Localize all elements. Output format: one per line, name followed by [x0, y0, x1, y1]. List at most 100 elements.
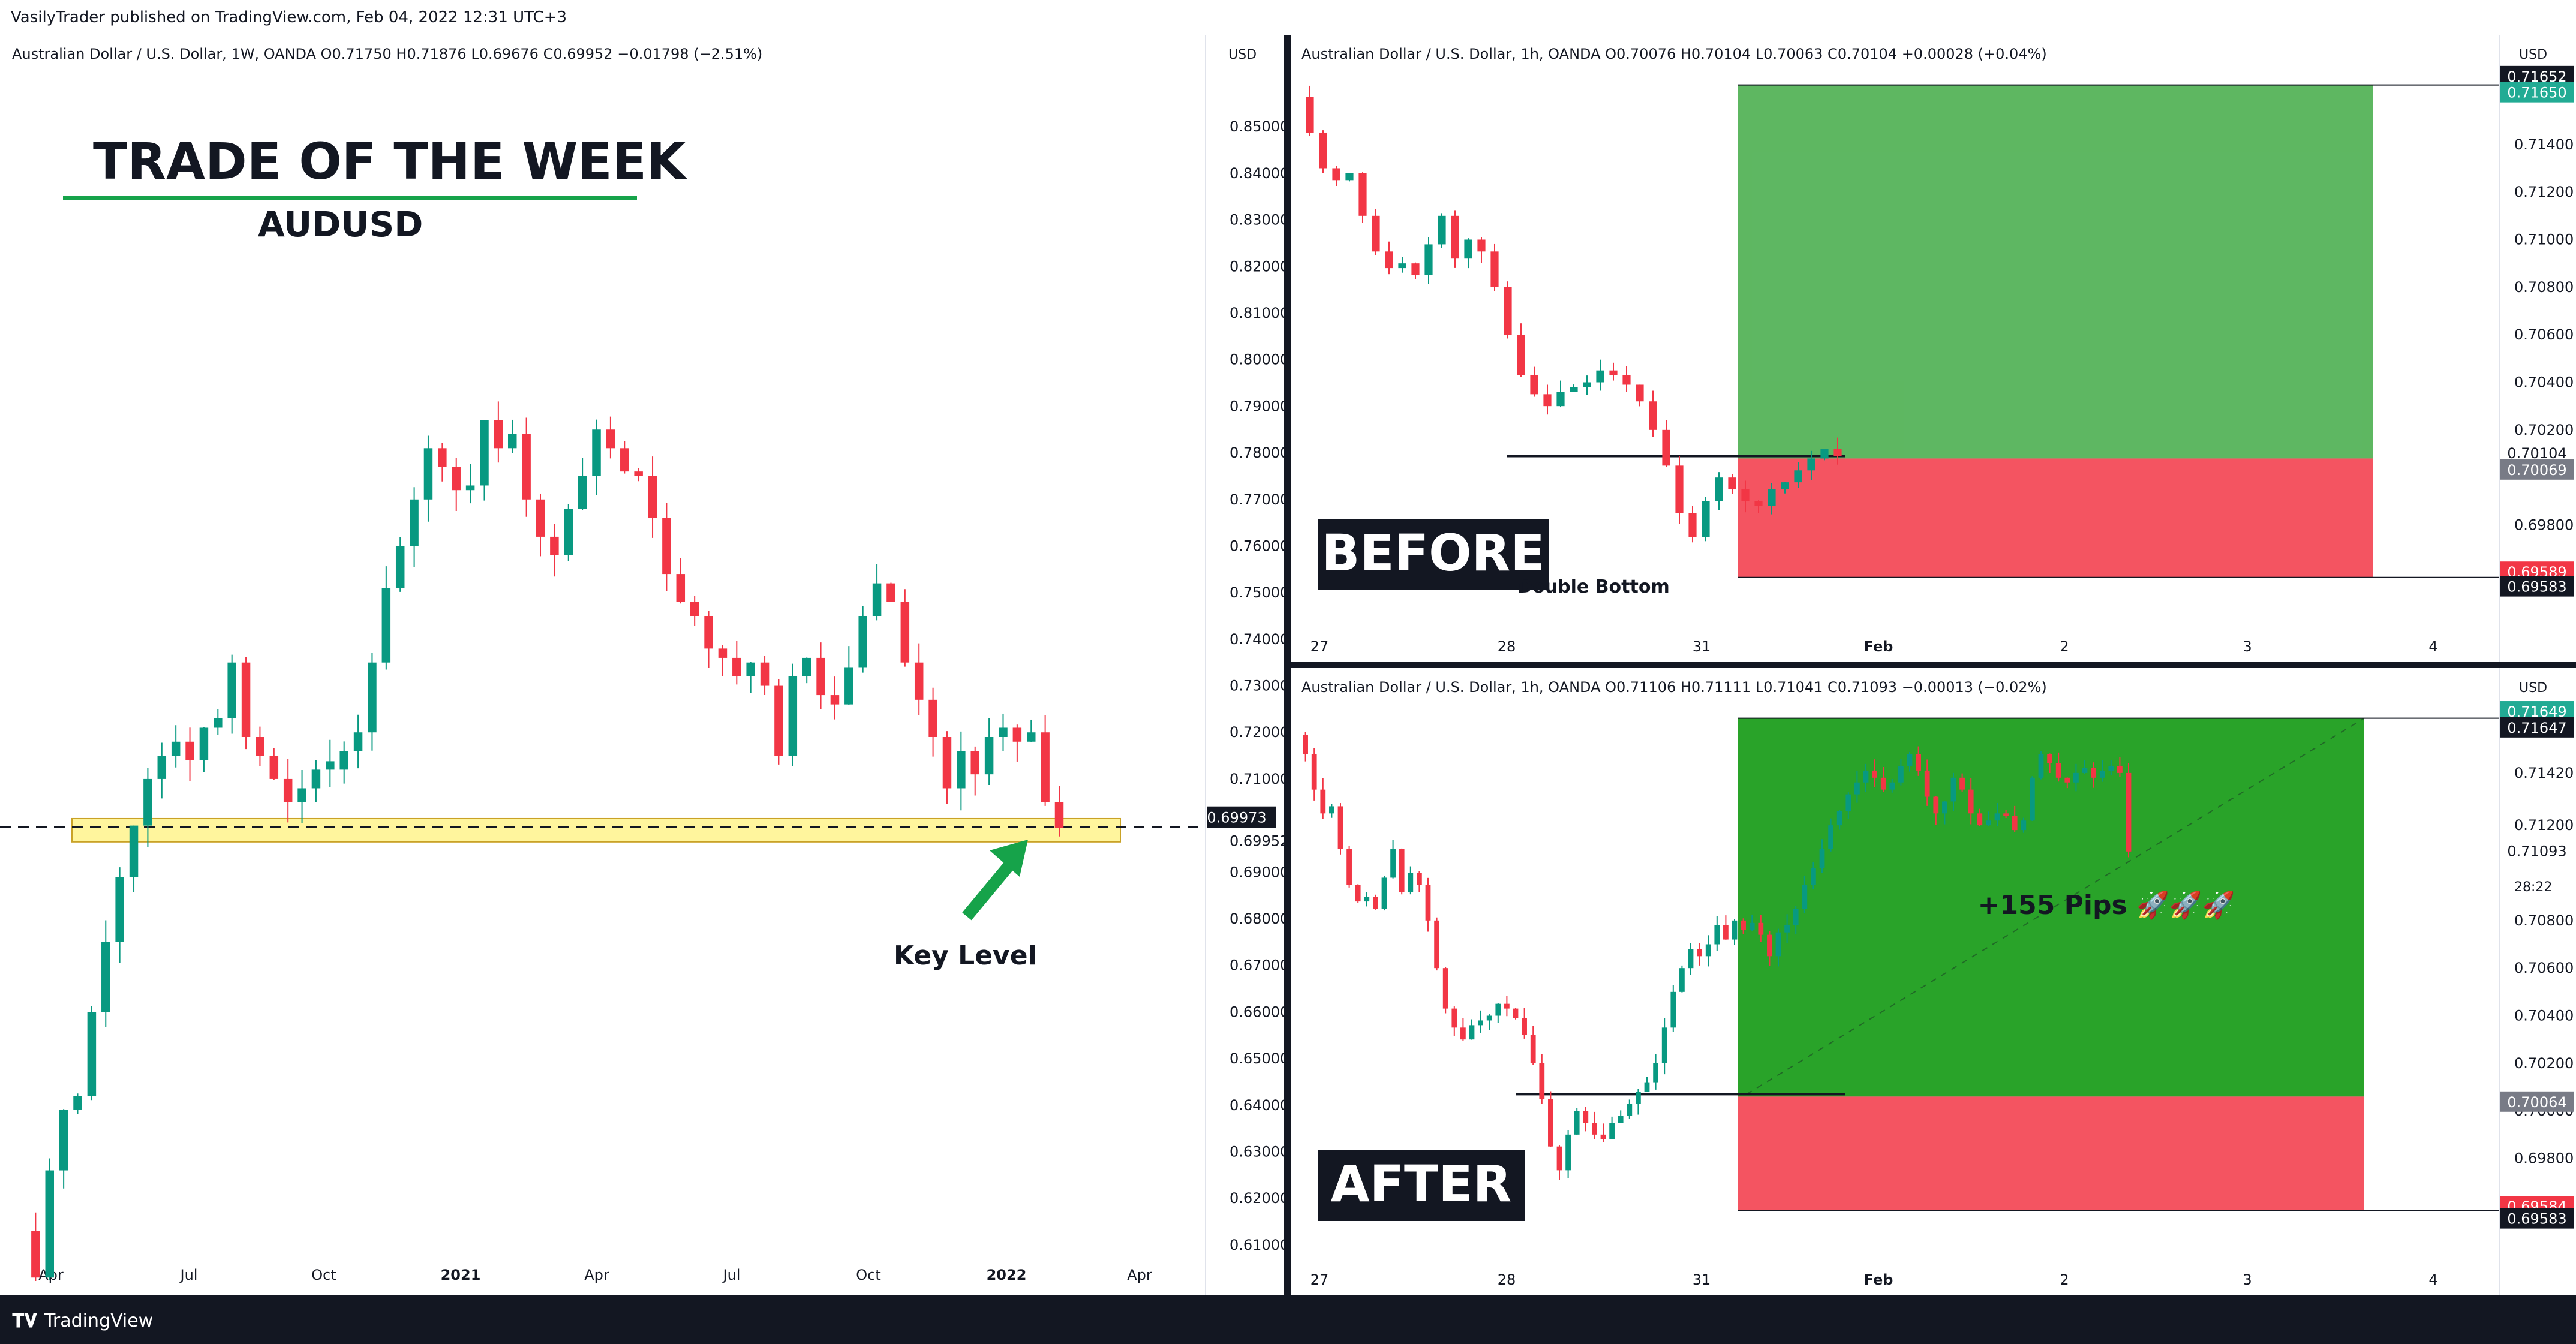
price-label: 0.71647	[2507, 720, 2566, 736]
y-tick-label: 0.84000	[1230, 165, 1284, 182]
publish-header-text: VasilyTrader published on TradingView.co…	[11, 8, 567, 26]
y-tick-label: 0.70800	[2514, 912, 2574, 929]
y-tick-label: 0.64000	[1230, 1097, 1284, 1114]
weekly-candle	[690, 602, 699, 616]
y-tick-label: 0.70200	[2514, 422, 2574, 438]
price-label: 0.69952	[1230, 832, 1284, 849]
before-candle	[1556, 392, 1565, 407]
before-chart[interactable]: Australian Dollar / U.S. Dollar, 1h, OAN…	[1291, 35, 2576, 662]
after-candle	[1907, 754, 1913, 766]
x-tick-label: Apr	[1127, 1267, 1152, 1283]
x-tick-label: 4	[2428, 638, 2437, 655]
weekly-chart[interactable]: Australian Dollar / U.S. Dollar, 1W, OAN…	[0, 35, 1284, 1295]
key-level-arrow-shaft	[962, 856, 1018, 921]
after-candle	[1303, 735, 1308, 754]
before-candle	[1728, 477, 1736, 490]
y-tick-label: 0.70600	[2514, 326, 2574, 343]
before-candle	[1781, 482, 1789, 490]
after-candle	[1741, 920, 1746, 930]
after-candle	[2108, 765, 2114, 771]
y-tick-label: 0.77000	[1230, 491, 1284, 508]
after-candle	[1609, 1123, 1615, 1139]
after-candle	[1714, 925, 1720, 945]
weekly-candle	[999, 727, 1008, 737]
weekly-candle	[802, 657, 811, 676]
after-candle	[2021, 820, 2027, 831]
y-tick-label: 0.69800	[2514, 517, 2574, 534]
y-tick-label: 0.71200	[2514, 184, 2574, 200]
after-candle	[1661, 1027, 1667, 1063]
after-candle	[2038, 754, 2044, 778]
before-candle	[1609, 370, 1618, 375]
after-candle	[1355, 885, 1361, 902]
after-candle	[1337, 806, 1343, 849]
trade-of-the-week-title: TRADE OF THE WEEK	[93, 132, 687, 191]
weekly-candle	[830, 695, 840, 705]
after-candle	[1732, 920, 1738, 940]
x-tick-label: 2021	[441, 1267, 481, 1283]
after-candle	[1574, 1111, 1580, 1135]
weekly-candle	[45, 1170, 55, 1278]
after-candle	[1749, 922, 1755, 930]
before-candle	[1517, 335, 1525, 375]
x-tick-label: 2022	[987, 1267, 1027, 1283]
before-candle	[1464, 239, 1472, 259]
before-candle	[1438, 215, 1446, 245]
after-candle	[1723, 925, 1729, 940]
after-chart[interactable]: Australian Dollar / U.S. Dollar, 1h, OAN…	[1291, 668, 2576, 1295]
price-label-box	[1207, 806, 1276, 828]
weekly-chart-panel[interactable]: Australian Dollar / U.S. Dollar, 1W, OAN…	[0, 35, 1284, 1295]
weekly-candle	[311, 769, 321, 789]
weekly-candle	[395, 546, 405, 588]
tradingview-logo-icon[interactable]: 𝐓𝐕	[12, 1309, 37, 1332]
x-tick-label: 31	[1693, 638, 1711, 655]
weekly-candle	[452, 467, 461, 491]
weekly-candle	[536, 499, 545, 537]
y-tick-label: 0.69800	[2514, 1150, 2574, 1167]
after-candle	[2073, 772, 2079, 783]
tradingview-brand[interactable]: TradingView	[44, 1310, 154, 1331]
after-candle	[1942, 801, 1947, 814]
panel-label: AFTER	[1331, 1154, 1512, 1213]
price-label: 0.71650	[2507, 85, 2566, 101]
symbol-line: Australian Dollar / U.S. Dollar, 1h, OAN…	[1301, 46, 2047, 62]
y-tick-label: 0.74000	[1230, 631, 1284, 648]
before-chart-panel[interactable]: Australian Dollar / U.S. Dollar, 1h, OAN…	[1291, 35, 2576, 662]
y-tick-label: 0.85000	[1230, 118, 1284, 135]
after-candle	[1872, 770, 1877, 778]
after-candle	[1968, 789, 1974, 814]
before-candle	[1636, 384, 1644, 402]
footer-bar: 𝐓𝐕 TradingView	[0, 1297, 2576, 1344]
after-candle	[1697, 949, 1702, 957]
y-tick-label: 0.69000	[1230, 864, 1284, 880]
after-candle	[1758, 922, 1764, 935]
x-tick-label: Oct	[311, 1267, 336, 1283]
before-candle	[1702, 501, 1710, 537]
weekly-candle	[410, 499, 419, 546]
weekly-candle	[227, 662, 236, 718]
weekly-candle	[592, 429, 601, 476]
y-tick-label: 0.70800	[2514, 279, 2574, 296]
after-candle	[1504, 1003, 1510, 1009]
after-candle	[1539, 1063, 1545, 1099]
currency-label: USD	[2519, 47, 2547, 62]
after-candle	[1959, 777, 1965, 790]
x-tick-label: Oct	[856, 1267, 881, 1283]
before-candle	[1675, 465, 1684, 513]
after-candle	[1898, 765, 1904, 783]
weekly-candle	[844, 667, 853, 705]
weekly-candle	[256, 737, 264, 756]
after-candle	[1670, 991, 1676, 1028]
weekly-candle	[241, 662, 251, 737]
after-candle	[1845, 794, 1851, 811]
after-candle	[1346, 849, 1352, 885]
countdown-label: 28:22	[2514, 880, 2552, 895]
after-candle	[1933, 796, 1939, 814]
before-candle	[1530, 375, 1538, 395]
y-tick-label: 0.61000	[1230, 1237, 1284, 1253]
before-candle	[1622, 375, 1631, 385]
trade-path-dashed-line	[1746, 717, 2365, 1095]
after-chart-panel[interactable]: Australian Dollar / U.S. Dollar, 1h, OAN…	[1291, 668, 2576, 1295]
before-candle	[1504, 287, 1512, 335]
y-tick-label: 0.70400	[2514, 374, 2574, 391]
